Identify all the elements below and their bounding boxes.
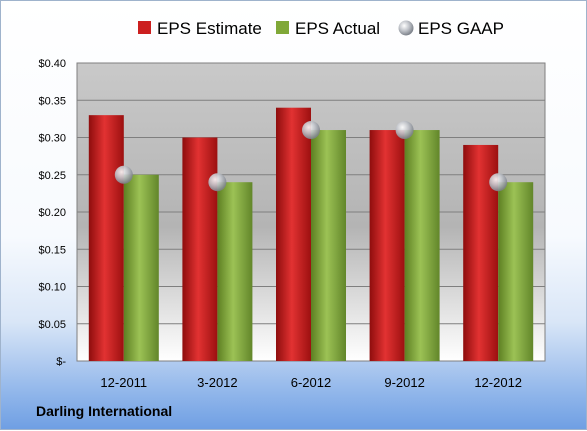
y-tick-label: $0.35 (38, 95, 66, 107)
y-tick-label: $0.30 (38, 133, 66, 145)
y-tick-label: $0.20 (38, 207, 66, 219)
eps-gaap-marker (208, 173, 227, 192)
y-tick-label: $0.15 (38, 244, 66, 256)
eps-actual-bar (404, 130, 440, 361)
eps-estimate-bar (182, 137, 218, 361)
legend-label: EPS Actual (295, 19, 380, 38)
legend-label: EPS GAAP (418, 19, 504, 38)
eps-gaap-marker (395, 121, 414, 140)
eps-gaap-marker (489, 173, 508, 192)
x-tick-label: 12-2011 (100, 375, 147, 390)
y-tick-label: $0.05 (38, 319, 66, 331)
y-tick-label: $0.25 (38, 170, 66, 182)
eps-gaap-marker (302, 121, 320, 140)
legend-swatch (138, 21, 151, 34)
legend-swatch (276, 21, 289, 34)
legend-label: EPS Estimate (157, 19, 262, 38)
eps-actual-bar (311, 130, 346, 361)
y-tick-label: $0.10 (38, 282, 66, 294)
x-tick-label: 12-2012 (474, 375, 522, 390)
x-tick-label: 9-2012 (384, 375, 424, 390)
eps-estimate-bar (276, 107, 311, 361)
x-tick-label: 6-2012 (291, 375, 331, 390)
eps-estimate-bar (369, 130, 405, 361)
legend-swatch (398, 20, 414, 36)
eps-estimate-bar (88, 115, 124, 362)
eps-gaap-marker (114, 165, 133, 184)
company-name: Darling International (36, 403, 173, 419)
eps-actual-bar (123, 174, 159, 361)
eps-actual-bar (217, 182, 253, 361)
y-tick-label: $0.40 (38, 58, 66, 70)
x-tick-label: 3-2012 (197, 375, 237, 390)
eps-actual-bar (498, 182, 534, 361)
y-tick-label: $- (56, 356, 66, 368)
